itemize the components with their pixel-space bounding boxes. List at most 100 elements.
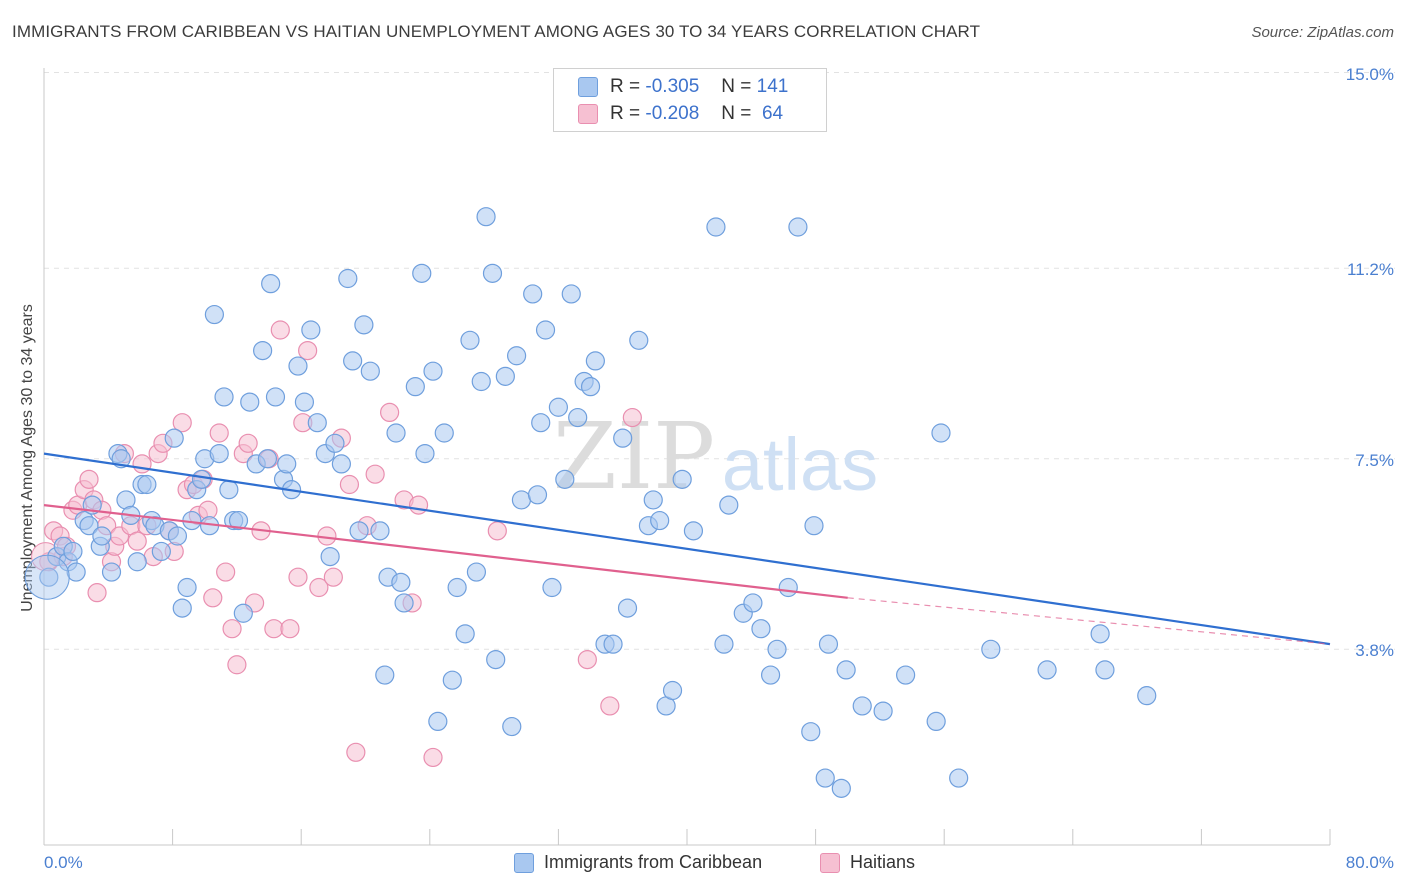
caribbean-point xyxy=(66,562,86,582)
y-tick-label: 3.8% xyxy=(1355,641,1394,661)
legend-n-label: N = xyxy=(721,103,752,124)
caribbean-point xyxy=(931,423,951,443)
caribbean-point xyxy=(338,268,358,289)
caribbean-point xyxy=(92,526,112,546)
caribbean-point xyxy=(531,413,551,433)
caribbean-point xyxy=(603,634,623,654)
caribbean-point xyxy=(476,207,496,227)
caribbean-points xyxy=(24,207,1157,798)
caribbean-point xyxy=(617,598,638,618)
caribbean-point xyxy=(240,392,260,412)
caribbean-point xyxy=(172,598,192,618)
legend-r-label: R = xyxy=(610,103,641,124)
caribbean-point xyxy=(127,552,147,572)
haitians-point xyxy=(408,495,429,515)
caribbean-point xyxy=(354,315,374,335)
caribbean-point xyxy=(307,413,327,433)
caribbean-point xyxy=(375,665,395,685)
caribbean-point xyxy=(434,423,454,443)
caribbean-point xyxy=(261,274,281,294)
caribbean-point xyxy=(370,521,390,541)
caribbean-point xyxy=(219,480,239,500)
caribbean-point xyxy=(137,474,157,495)
haitians-trend-line xyxy=(43,504,848,599)
caribbean-point xyxy=(629,330,649,350)
caribbean-cluster-point xyxy=(24,554,70,600)
haitians-point xyxy=(365,464,385,484)
caribbean-point xyxy=(394,593,414,613)
caribbean-point xyxy=(502,716,522,737)
caribbean-point xyxy=(767,639,787,659)
haitians-point xyxy=(600,696,620,716)
caribbean-point xyxy=(111,449,131,469)
caribbean-point xyxy=(555,469,575,489)
chart-title: IMMIGRANTS FROM CARIBBEAN VS HAITIAN UNE… xyxy=(12,22,981,41)
haitians-point xyxy=(127,531,147,551)
y-tick-label: 15.0% xyxy=(1345,64,1394,84)
caribbean-point xyxy=(460,330,480,350)
caribbean-point xyxy=(466,562,487,582)
caribbean-point xyxy=(751,619,771,639)
caribbean-point xyxy=(1137,686,1157,706)
caribbean-point xyxy=(926,711,946,732)
caribbean-point xyxy=(233,603,253,623)
caribbean-point xyxy=(39,567,59,587)
haitians-point xyxy=(346,742,366,762)
x-tick-label-max: 80.0% xyxy=(1345,853,1394,872)
haitians-trend-extension xyxy=(847,597,1331,645)
caribbean-point xyxy=(320,546,340,567)
haitians-point xyxy=(238,433,258,453)
caribbean-point xyxy=(101,562,122,582)
caribbean-point xyxy=(714,634,734,654)
caribbean-point xyxy=(804,516,824,536)
caribbean-point xyxy=(442,670,462,690)
gridlines xyxy=(44,72,1395,650)
bottom-legend-caribbean: Immigrants from Caribbean xyxy=(514,852,762,873)
caribbean-point xyxy=(391,572,411,592)
caribbean-point xyxy=(511,490,532,510)
caribbean-point xyxy=(471,371,491,392)
caribbean-point xyxy=(349,521,369,541)
caribbean-point xyxy=(580,377,601,397)
caribbean-point xyxy=(482,263,503,283)
caribbean-point xyxy=(1090,624,1110,644)
caribbean-point xyxy=(672,469,692,489)
caribbean-point xyxy=(836,660,856,680)
caribbean-point xyxy=(214,387,234,407)
bottom-legend-swatch-blue xyxy=(514,852,534,873)
haitians-point xyxy=(172,413,192,433)
legend-row-haitians: R = -0.208 N = 64 xyxy=(578,102,783,126)
haitians-point xyxy=(203,588,223,608)
correlation-legend: R = -0.305 N = 141 R = -0.208 N = 64 xyxy=(553,68,827,132)
caribbean-point xyxy=(981,639,1001,659)
caribbean-point xyxy=(662,680,683,701)
caribbean-point xyxy=(706,217,726,237)
bottom-legend-label-haitians: Haitians xyxy=(850,852,916,872)
caribbean-point xyxy=(386,423,406,443)
caribbean-trend-line xyxy=(43,452,1331,646)
caribbean-point xyxy=(447,577,467,598)
y-tick-label: 7.5% xyxy=(1355,450,1394,470)
caribbean-point xyxy=(428,711,448,732)
y-tick-label: 11.2% xyxy=(1347,260,1394,280)
haitians-point xyxy=(339,474,360,495)
caribbean-point xyxy=(415,444,435,464)
haitians-point xyxy=(298,341,318,361)
bottom-legend-swatch-pink xyxy=(820,852,840,873)
caribbean-point xyxy=(507,346,527,366)
haitians-point xyxy=(423,747,443,768)
caribbean-point xyxy=(177,577,197,598)
legend-swatch-pink xyxy=(578,104,598,124)
legend-swatch-blue xyxy=(578,77,598,97)
caribbean-point xyxy=(343,351,363,371)
caribbean-point xyxy=(523,284,543,304)
caribbean-point xyxy=(852,696,872,716)
caribbean-point xyxy=(719,495,739,515)
caribbean-point xyxy=(613,428,633,448)
caribbean-point xyxy=(561,284,581,304)
legend-r-label: R = xyxy=(610,76,641,97)
caribbean-point xyxy=(423,361,443,381)
caribbean-point xyxy=(288,356,308,376)
watermark: ZIP atlas xyxy=(553,403,878,510)
